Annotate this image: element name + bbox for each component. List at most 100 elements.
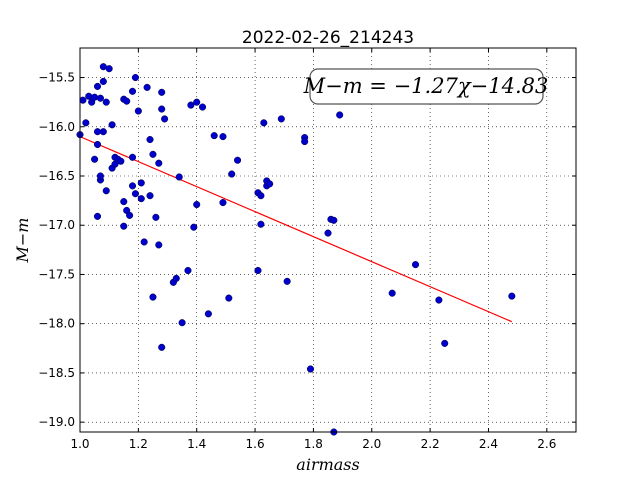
data-point [324,229,332,237]
axis-ticks: 1.0 1.2 1.4 1.6 1.8 2.0 2.2 2.4 2.6 −19.0 −18.5 −18… [38,48,576,451]
data-point [178,319,186,327]
data-point [134,107,142,115]
data-point [225,294,233,302]
data-point [146,136,154,144]
data-point [193,98,201,106]
data-point [117,157,125,165]
data-point [126,211,134,219]
data-point [219,133,227,141]
x-tick-label: 2.2 [421,437,440,451]
x-tick-label: 1.2 [129,437,148,451]
data-point [441,339,449,347]
plot-area [80,48,576,432]
data-point [152,213,160,221]
data-point [140,238,148,246]
data-point [158,343,166,351]
data-point [149,293,157,301]
fit-annotation: M−m = −1.27χ−14.83 [303,68,549,105]
data-point [85,92,93,100]
data-point [260,119,268,127]
data-point [277,115,285,123]
data-point [99,77,107,86]
data-point [257,192,265,200]
data-point [210,132,218,140]
fit-equation: M−m = −1.27χ−14.83 [303,74,549,98]
data-point [105,65,113,73]
y-tick-label: −17.0 [38,218,75,232]
data-point [301,137,309,146]
data-point [120,198,128,206]
data-point [388,289,396,297]
data-point [149,150,157,158]
data-point [93,140,102,149]
data-point [204,310,212,318]
data-point [128,87,137,95]
data-point [228,170,236,178]
data-point [336,111,344,119]
data-point [193,201,201,209]
data-point [137,195,145,203]
data-point [254,266,262,275]
data-point [257,220,265,228]
x-tick-label: 2.6 [537,437,556,451]
data-point [99,128,107,136]
data-point [128,153,137,161]
data-point [172,274,180,282]
data-point [120,222,128,230]
data-point [143,83,151,91]
x-tick-label: 1.6 [246,437,265,451]
data-point [96,94,104,102]
data-point [146,192,154,200]
data-point [190,223,198,231]
y-tick-label: −17.5 [38,267,75,281]
data-points [76,63,516,436]
data-point [131,190,139,198]
data-point [102,98,110,106]
data-point [102,187,110,195]
data-point [79,96,87,104]
data-point [175,173,183,181]
plot-frame [79,47,577,433]
data-point [508,292,516,300]
y-axis-label: M−m [13,218,32,264]
data-point [137,179,145,187]
data-point [91,155,99,163]
data-point [82,119,90,127]
data-point [158,105,166,113]
x-tick-label: 2.4 [479,437,498,451]
x-tick-label: 2.0 [362,437,381,451]
data-point [128,182,137,190]
data-point [93,212,102,220]
x-tick-label: 1.0 [70,437,89,451]
data-point [198,103,207,111]
y-tick-label: −18.0 [38,317,75,331]
data-point [123,97,131,105]
annotation-box [309,68,544,105]
data-point [266,180,274,188]
data-point [161,115,169,123]
y-tick-label: −16.0 [38,120,75,134]
data-point [306,365,315,373]
data-point [155,159,163,167]
data-point [93,82,102,90]
data-point [411,261,420,269]
data-point [96,172,104,180]
data-point [234,156,242,164]
data-point [330,216,338,224]
data-point [108,121,116,129]
data-point [91,93,99,101]
data-point [435,296,443,304]
data-point [184,266,192,275]
grid [79,48,576,432]
data-point [155,241,163,249]
y-tick-label: −18.5 [38,366,75,380]
x-tick-label: 1.8 [304,437,323,451]
x-tick-label: 1.4 [187,437,206,451]
x-axis-label: airmass [296,455,359,474]
data-point [158,88,166,96]
chart-title: 2022-02-26_214243 [242,28,414,48]
data-point [219,199,227,207]
data-point [131,73,139,82]
y-tick-label: −15.5 [38,71,75,85]
